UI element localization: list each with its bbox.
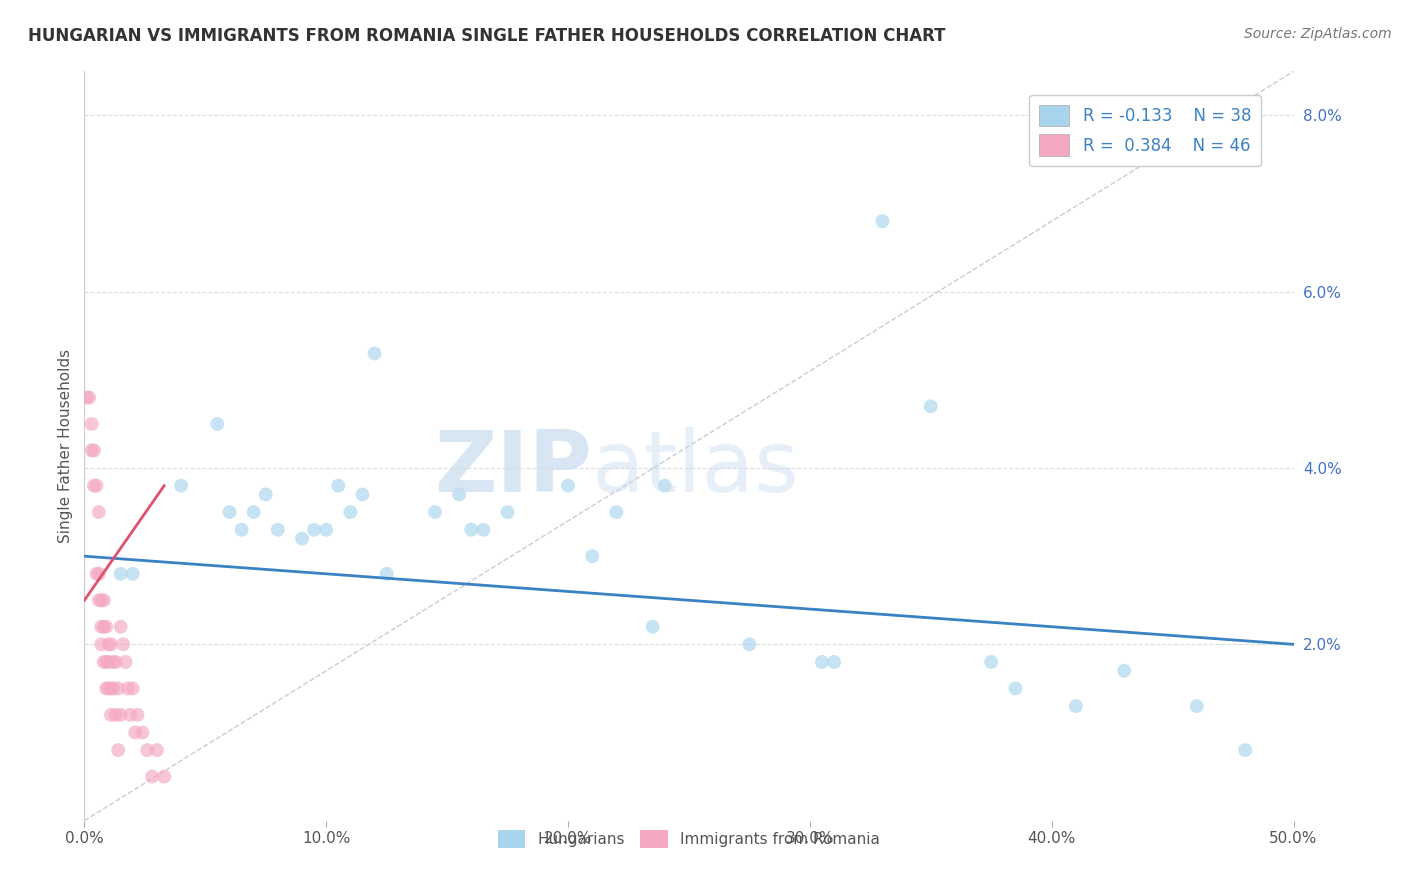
Point	[87, 593, 110, 607]
Point	[93, 620, 115, 634]
Point	[823, 655, 845, 669]
Point	[86, 566, 108, 581]
Point	[97, 681, 120, 696]
Point	[86, 478, 108, 492]
Point	[1234, 743, 1257, 757]
Point	[231, 523, 253, 537]
Point	[114, 655, 136, 669]
Point	[980, 655, 1002, 669]
Point	[302, 523, 325, 537]
Point	[104, 655, 127, 669]
Point	[328, 478, 350, 492]
Point	[100, 707, 122, 722]
Point	[80, 443, 103, 458]
Point	[141, 770, 163, 784]
Point	[460, 523, 482, 537]
Y-axis label: Single Father Households: Single Father Households	[58, 349, 73, 543]
Point	[449, 487, 471, 501]
Point	[131, 725, 153, 739]
Point	[557, 478, 579, 492]
Point	[127, 707, 149, 722]
Point	[641, 620, 664, 634]
Legend: Hungarians, Immigrants from Romania: Hungarians, Immigrants from Romania	[492, 824, 886, 855]
Point	[920, 400, 942, 414]
Point	[90, 593, 112, 607]
Point	[218, 505, 240, 519]
Point	[315, 523, 337, 537]
Text: atlas: atlas	[592, 427, 800, 510]
Point	[77, 391, 100, 405]
Point	[654, 478, 676, 492]
Point	[124, 725, 146, 739]
Point	[1064, 699, 1087, 714]
Point	[97, 655, 120, 669]
Point	[1185, 699, 1208, 714]
Point	[605, 505, 627, 519]
Point	[104, 707, 127, 722]
Point	[872, 214, 894, 228]
Point	[110, 566, 132, 581]
Point	[94, 655, 117, 669]
Point	[423, 505, 446, 519]
Point	[267, 523, 290, 537]
Point	[121, 681, 143, 696]
Point	[291, 532, 314, 546]
Point	[242, 505, 264, 519]
Point	[375, 566, 398, 581]
Point	[107, 681, 129, 696]
Point	[352, 487, 374, 501]
Point	[136, 743, 159, 757]
Point	[207, 417, 229, 431]
Point	[120, 707, 142, 722]
Point	[254, 487, 277, 501]
Point	[146, 743, 169, 757]
Point	[103, 655, 125, 669]
Point	[1004, 681, 1026, 696]
Point	[170, 478, 193, 492]
Point	[117, 681, 139, 696]
Point	[100, 681, 122, 696]
Point	[581, 549, 603, 564]
Point	[76, 391, 98, 405]
Point	[472, 523, 495, 537]
Point	[738, 637, 761, 651]
Text: Source: ZipAtlas.com: Source: ZipAtlas.com	[1244, 27, 1392, 41]
Point	[112, 637, 135, 651]
Point	[90, 620, 112, 634]
Point	[363, 346, 385, 360]
Point	[110, 707, 132, 722]
Point	[93, 655, 115, 669]
Point	[93, 593, 115, 607]
Point	[110, 620, 132, 634]
Point	[811, 655, 834, 669]
Point	[97, 637, 120, 651]
Text: HUNGARIAN VS IMMIGRANTS FROM ROMANIA SINGLE FATHER HOUSEHOLDS CORRELATION CHART: HUNGARIAN VS IMMIGRANTS FROM ROMANIA SIN…	[28, 27, 946, 45]
Point	[121, 566, 143, 581]
Point	[339, 505, 361, 519]
Point	[90, 637, 112, 651]
Point	[94, 620, 117, 634]
Point	[80, 417, 103, 431]
Text: ZIP: ZIP	[434, 427, 592, 510]
Point	[83, 443, 105, 458]
Point	[83, 478, 105, 492]
Point	[107, 743, 129, 757]
Point	[87, 566, 110, 581]
Point	[1114, 664, 1136, 678]
Point	[153, 770, 176, 784]
Point	[94, 681, 117, 696]
Point	[103, 681, 125, 696]
Point	[87, 505, 110, 519]
Point	[100, 637, 122, 651]
Point	[496, 505, 519, 519]
